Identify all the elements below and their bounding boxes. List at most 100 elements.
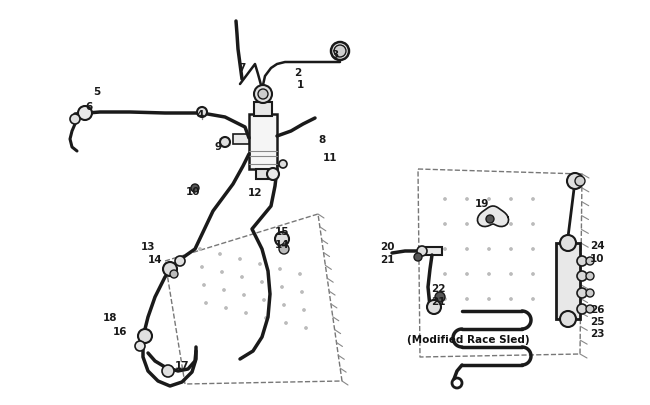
Circle shape — [577, 256, 587, 266]
Circle shape — [532, 223, 534, 226]
Circle shape — [263, 299, 265, 302]
Text: 3: 3 — [332, 50, 339, 60]
Circle shape — [300, 291, 304, 294]
Circle shape — [175, 256, 185, 266]
Text: 26: 26 — [590, 304, 605, 314]
Circle shape — [242, 294, 246, 297]
Circle shape — [304, 327, 307, 330]
Circle shape — [465, 198, 469, 201]
Circle shape — [191, 185, 199, 192]
Circle shape — [222, 289, 226, 292]
Circle shape — [224, 307, 227, 310]
Circle shape — [278, 268, 281, 271]
Circle shape — [510, 248, 512, 251]
Circle shape — [203, 284, 205, 287]
Circle shape — [298, 273, 302, 276]
Circle shape — [488, 273, 491, 276]
Circle shape — [200, 266, 203, 269]
Circle shape — [170, 270, 178, 278]
Circle shape — [265, 317, 268, 320]
Circle shape — [220, 138, 230, 148]
Circle shape — [577, 271, 587, 281]
Text: 10: 10 — [186, 187, 200, 196]
Circle shape — [163, 262, 177, 276]
Circle shape — [285, 322, 287, 325]
Circle shape — [532, 298, 534, 301]
Circle shape — [488, 223, 491, 226]
Text: 22: 22 — [431, 284, 445, 293]
Circle shape — [334, 46, 346, 58]
Text: 18: 18 — [103, 312, 117, 322]
Circle shape — [197, 108, 207, 118]
Circle shape — [465, 273, 469, 276]
Circle shape — [218, 253, 222, 256]
Circle shape — [254, 86, 272, 104]
Circle shape — [220, 271, 224, 274]
Circle shape — [465, 248, 469, 251]
Circle shape — [261, 281, 263, 284]
Text: 6: 6 — [85, 102, 93, 112]
Text: 21: 21 — [380, 254, 395, 264]
Circle shape — [135, 341, 145, 351]
Circle shape — [138, 329, 152, 343]
Circle shape — [244, 312, 248, 315]
Text: 7: 7 — [239, 63, 246, 73]
Circle shape — [586, 257, 594, 265]
Circle shape — [488, 248, 491, 251]
Text: 17: 17 — [175, 360, 189, 370]
Circle shape — [560, 235, 576, 252]
Text: 14: 14 — [148, 254, 162, 264]
Text: 23: 23 — [590, 328, 605, 338]
Bar — [233, 135, 249, 145]
Circle shape — [575, 177, 585, 187]
Text: (Modified Race Sled): (Modified Race Sled) — [407, 334, 529, 344]
Circle shape — [443, 298, 447, 301]
Circle shape — [488, 198, 491, 201]
Circle shape — [279, 161, 287, 168]
Text: 9: 9 — [214, 142, 222, 151]
Circle shape — [417, 246, 427, 256]
Circle shape — [443, 248, 447, 251]
Text: 14: 14 — [275, 239, 289, 249]
Circle shape — [510, 223, 512, 226]
Bar — [556, 243, 580, 319]
Circle shape — [258, 90, 268, 100]
Circle shape — [510, 273, 512, 276]
Circle shape — [443, 198, 447, 201]
Circle shape — [281, 286, 283, 289]
Text: 16: 16 — [112, 326, 127, 336]
Text: 1: 1 — [296, 80, 304, 90]
Circle shape — [532, 248, 534, 251]
Circle shape — [427, 300, 441, 314]
Circle shape — [283, 304, 285, 307]
Circle shape — [259, 263, 261, 266]
Polygon shape — [478, 207, 508, 227]
Circle shape — [239, 258, 242, 261]
Text: 12: 12 — [248, 188, 262, 198]
Circle shape — [78, 107, 92, 121]
Text: 10: 10 — [590, 254, 605, 263]
Circle shape — [435, 292, 445, 302]
Circle shape — [267, 168, 279, 181]
Circle shape — [162, 365, 174, 377]
Bar — [249, 115, 277, 170]
Circle shape — [279, 244, 289, 254]
Circle shape — [586, 272, 594, 280]
Bar — [256, 170, 270, 179]
Circle shape — [443, 223, 447, 226]
Circle shape — [510, 298, 512, 301]
Circle shape — [331, 43, 349, 61]
Circle shape — [586, 305, 594, 313]
Circle shape — [198, 248, 202, 251]
Text: 19: 19 — [474, 198, 489, 209]
Circle shape — [532, 273, 534, 276]
Circle shape — [567, 174, 583, 190]
Text: 13: 13 — [141, 241, 155, 252]
Circle shape — [275, 232, 289, 246]
Circle shape — [205, 302, 207, 305]
Circle shape — [577, 288, 587, 298]
Circle shape — [465, 298, 469, 301]
Text: 5: 5 — [94, 87, 101, 97]
Text: 15: 15 — [275, 226, 289, 237]
Text: 20: 20 — [380, 241, 395, 252]
